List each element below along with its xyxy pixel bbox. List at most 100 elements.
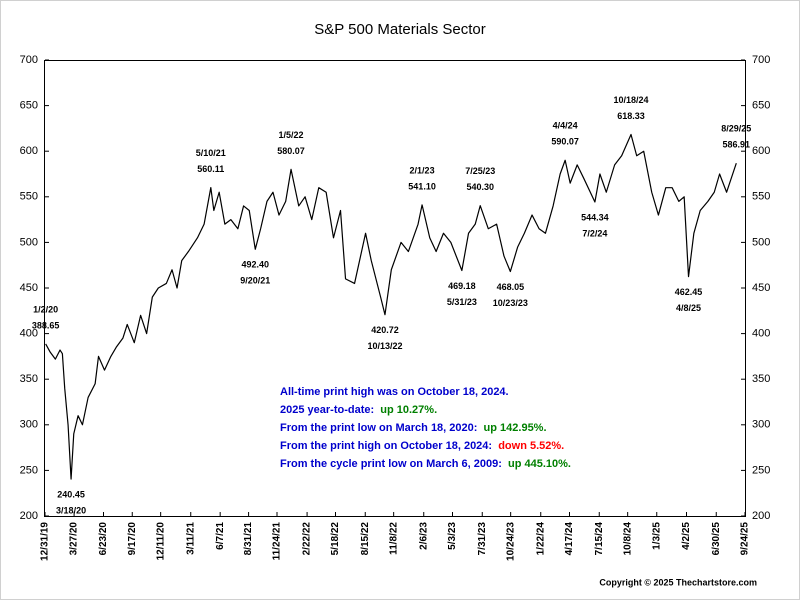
x-tick-label: 10/8/24: [622, 522, 633, 556]
annotation: 468.05 10/23/23: [493, 282, 528, 308]
annotation-value: 544.34: [581, 212, 609, 222]
x-tick-label: 8/15/22: [360, 522, 371, 556]
note-highlight: up 142.95%.: [484, 422, 547, 434]
x-tick-label: 7/15/24: [594, 522, 605, 556]
annotation: 469.18 5/31/23: [447, 281, 477, 307]
note-text: All-time print high was on October 18, 2…: [280, 386, 509, 398]
price-line: [45, 133, 737, 480]
annotation-value: 580.07: [277, 146, 305, 156]
x-tick-label: 4/17/24: [564, 522, 575, 556]
y-tick-label: 400: [20, 328, 38, 340]
annotation-date: 1/2/20: [33, 304, 58, 314]
copyright: Copyright © 2025 Thechartstore.com: [599, 577, 757, 587]
annotation-date: 4/4/24: [553, 121, 578, 131]
annotation-date: 10/18/24: [613, 95, 648, 105]
annotation: 462.45 4/8/25: [675, 287, 703, 313]
x-tick-label: 8/31/21: [243, 522, 254, 556]
annotation: 4/4/24 590.07: [551, 121, 579, 147]
y2-tick-label: 700: [752, 54, 770, 66]
annotation: 8/29/25 586.91: [721, 124, 751, 150]
x-tick-label: 7/31/23: [477, 522, 488, 556]
x-tick-label: 1/3/25: [651, 522, 662, 550]
y2-tick-label: 500: [752, 236, 770, 248]
note-highlight: down 5.52%.: [498, 440, 564, 452]
annotation-value: 469.18: [448, 281, 476, 291]
x-tick-label: 12/11/20: [155, 522, 166, 561]
y2-tick-label: 400: [752, 328, 770, 340]
annotation: 5/10/21 560.11: [196, 148, 226, 174]
annotation-value: 462.45: [675, 287, 703, 297]
x-tick-label: 11/8/22: [388, 522, 399, 555]
y2-tick-label: 550: [752, 191, 770, 203]
annotation: 240.45 3/18/20: [56, 489, 86, 515]
annotation: 1/5/22 580.07: [277, 130, 305, 156]
x-tick-label: 5/3/23: [447, 522, 458, 550]
annotation-date: 9/20/21: [240, 276, 270, 286]
y2-tick-label: 200: [752, 510, 770, 522]
note: From the print low on March 18, 2020: up…: [280, 422, 547, 434]
y-tick-label: 600: [20, 145, 38, 157]
x-tick-label: 11/24/21: [272, 522, 283, 561]
note-text: From the print low on March 18, 2020:: [280, 422, 484, 434]
annotation-value: 492.40: [242, 260, 270, 270]
annotation: 2/1/23 541.10: [408, 165, 436, 191]
annotation-value: 618.33: [617, 111, 645, 121]
note-highlight: up 10.27%.: [380, 404, 437, 416]
note-text: 2025 year-to-date:: [280, 404, 380, 416]
annotation: 544.34 7/2/24: [581, 212, 609, 238]
annotation-value: 560.11: [197, 164, 224, 174]
note-text: From the print high on October 18, 2024:: [280, 440, 498, 452]
annotation-value: 540.30: [466, 182, 494, 192]
y-tick-label: 550: [20, 191, 38, 203]
annotation-value: 240.45: [57, 489, 85, 499]
annotation-date: 4/8/25: [676, 303, 701, 313]
annotation-value: 388.65: [32, 320, 60, 330]
y2-tick-label: 650: [752, 100, 770, 112]
y2-tick-label: 350: [752, 373, 770, 385]
annotation-date: 8/29/25: [721, 124, 751, 134]
annotation-date: 7/2/24: [582, 228, 607, 238]
y-tick-label: 250: [20, 464, 38, 476]
x-tick-label: 3/11/21: [185, 522, 196, 555]
annotation-date: 10/13/22: [367, 341, 402, 351]
x-tick-label: 6/7/21: [215, 522, 226, 550]
annotation-value: 590.07: [551, 137, 579, 147]
plot-area: [44, 60, 746, 517]
annotation: 420.72 10/13/22: [367, 325, 402, 351]
y2-tick-label: 250: [752, 464, 770, 476]
x-tick-label: 4/2/25: [681, 522, 692, 550]
x-tick-label: 6/23/20: [98, 522, 109, 556]
annotation-value: 468.05: [497, 282, 525, 292]
x-tick-label: 1/22/24: [535, 522, 546, 556]
annotation-date: 1/5/22: [279, 130, 304, 140]
x-tick-label: 2/6/23: [418, 522, 429, 550]
annotation: 7/25/23 540.30: [465, 166, 495, 192]
x-tick-label: 10/24/23: [505, 522, 516, 561]
annotation-value: 586.91: [723, 140, 751, 150]
x-tick-label: 12/31/19: [40, 522, 51, 561]
annotation-date: 5/31/23: [447, 297, 477, 307]
x-tick-label: 9/17/20: [127, 522, 138, 556]
y2-tick-label: 450: [752, 282, 770, 294]
note-highlight: up 445.10%.: [508, 458, 571, 470]
y-tick-label: 650: [20, 100, 38, 112]
note: All-time print high was on October 18, 2…: [280, 386, 509, 398]
y-tick-label: 300: [20, 419, 38, 431]
x-tick-label: 5/18/22: [330, 522, 341, 556]
note: From the cycle print low on March 6, 200…: [280, 458, 571, 470]
annotation: 10/18/24 618.33: [613, 95, 648, 121]
annotation-value: 420.72: [371, 325, 399, 335]
y2-tick-label: 600: [752, 145, 770, 157]
x-tick-label: 6/30/25: [711, 522, 722, 556]
y-tick-label: 500: [20, 236, 38, 248]
annotation-date: 7/25/23: [465, 166, 495, 176]
chart-title: S&P 500 Materials Sector: [314, 21, 485, 38]
x-tick-label: 9/24/25: [740, 522, 751, 556]
annotation-date: 10/23/23: [493, 298, 528, 308]
y-tick-label: 450: [20, 282, 38, 294]
annotation-date: 3/18/20: [56, 505, 86, 515]
note-text: From the cycle print low on March 6, 200…: [280, 458, 508, 470]
x-tick-label: 2/22/22: [302, 522, 313, 556]
